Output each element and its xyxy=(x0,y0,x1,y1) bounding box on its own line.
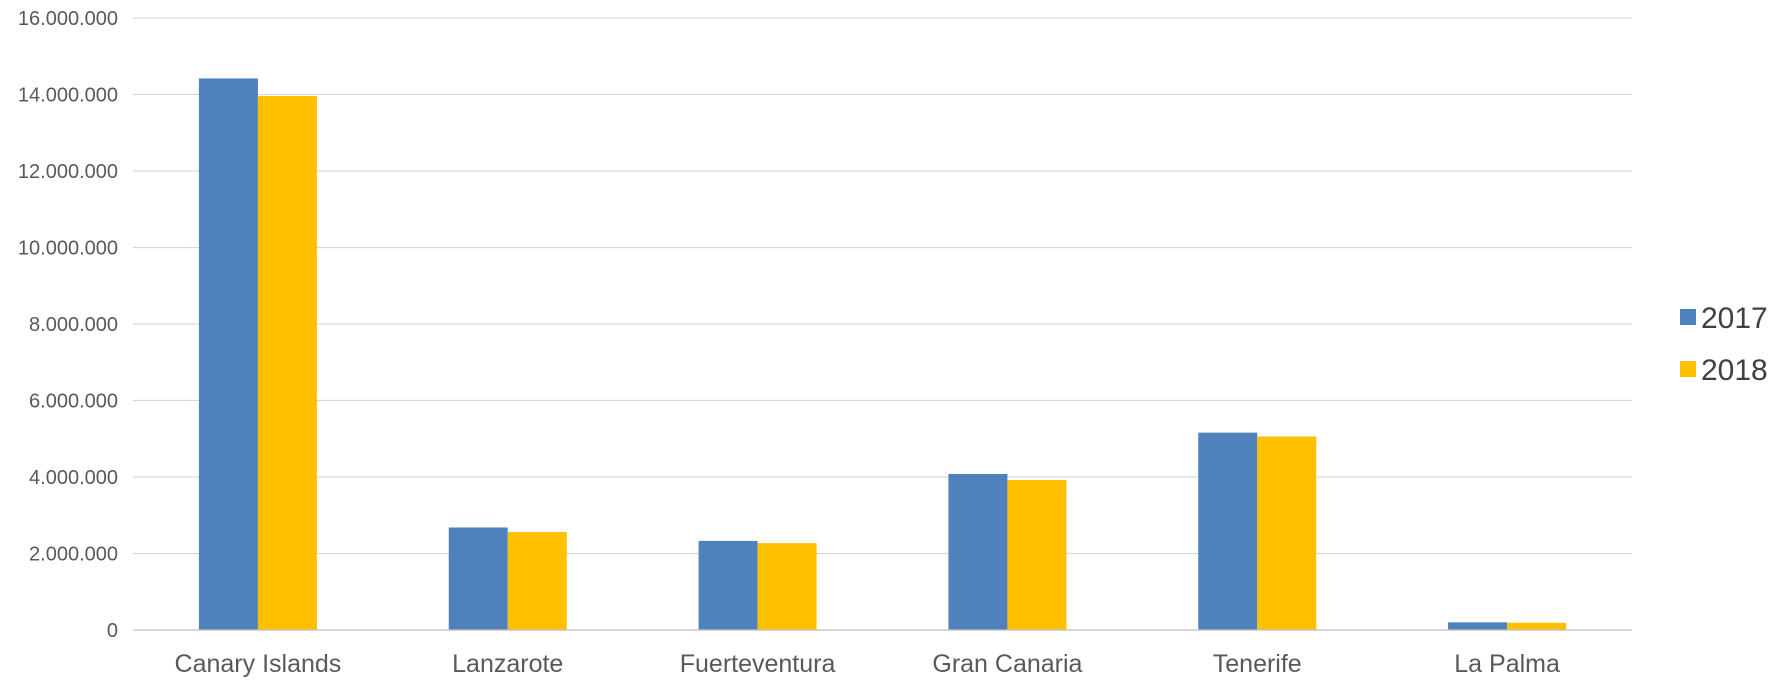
x-tick-label: Fuerteventura xyxy=(680,650,836,677)
y-tick-label: 16.000.000 xyxy=(18,8,118,30)
legend-swatch xyxy=(1680,309,1696,325)
x-tick-label: Tenerife xyxy=(1213,650,1302,677)
x-tick-label: La Palma xyxy=(1454,650,1560,677)
bar-2018-la-palma xyxy=(1507,622,1567,630)
y-tick-label: 12.000.000 xyxy=(18,161,118,183)
bar-2018-gran-canaria xyxy=(1007,480,1067,630)
bar-2018-canary-islands xyxy=(257,96,317,630)
y-tick-label: 8.000.000 xyxy=(29,314,118,336)
y-tick-label: 6.000.000 xyxy=(29,391,118,413)
bar-2017-tenerife xyxy=(1198,432,1258,630)
bar-2017-canary-islands xyxy=(198,78,258,630)
y-axis-tick-labels: 0 2.000.000 4.000.000 6.000.000 8.000.000 10.… xyxy=(18,8,118,642)
gridlines xyxy=(133,17,1632,555)
legend: 2017 2018 xyxy=(1680,302,1768,387)
legend-swatch xyxy=(1680,361,1696,377)
bar-2018-lanzarote xyxy=(507,532,567,630)
x-tick-label: Lanzarote xyxy=(452,650,563,677)
y-tick-label: 10.000.000 xyxy=(18,238,118,260)
legend-label: 2018 xyxy=(1701,354,1768,387)
x-tick-label: Gran Canaria xyxy=(932,650,1082,677)
bar-2018-fuerteventura xyxy=(757,543,817,630)
bar-2018-tenerife xyxy=(1257,436,1317,630)
bar-2017-fuerteventura xyxy=(698,540,758,630)
x-tick-label: Canary Islands xyxy=(175,650,342,677)
legend-label: 2017 xyxy=(1701,302,1768,335)
bars xyxy=(198,78,1567,630)
y-tick-label: 0 xyxy=(107,620,118,642)
bar-2017-gran-canaria xyxy=(948,473,1008,630)
x-axis-tick-labels: Canary Islands Lanzarote Fuerteventura Gran… xyxy=(175,650,1560,678)
y-tick-label: 14.000.000 xyxy=(18,85,118,107)
bar-2017-la-palma xyxy=(1448,622,1508,630)
bar-2017-lanzarote xyxy=(448,527,508,630)
y-tick-label: 2.000.000 xyxy=(29,544,118,566)
y-tick-label: 4.000.000 xyxy=(29,467,118,489)
